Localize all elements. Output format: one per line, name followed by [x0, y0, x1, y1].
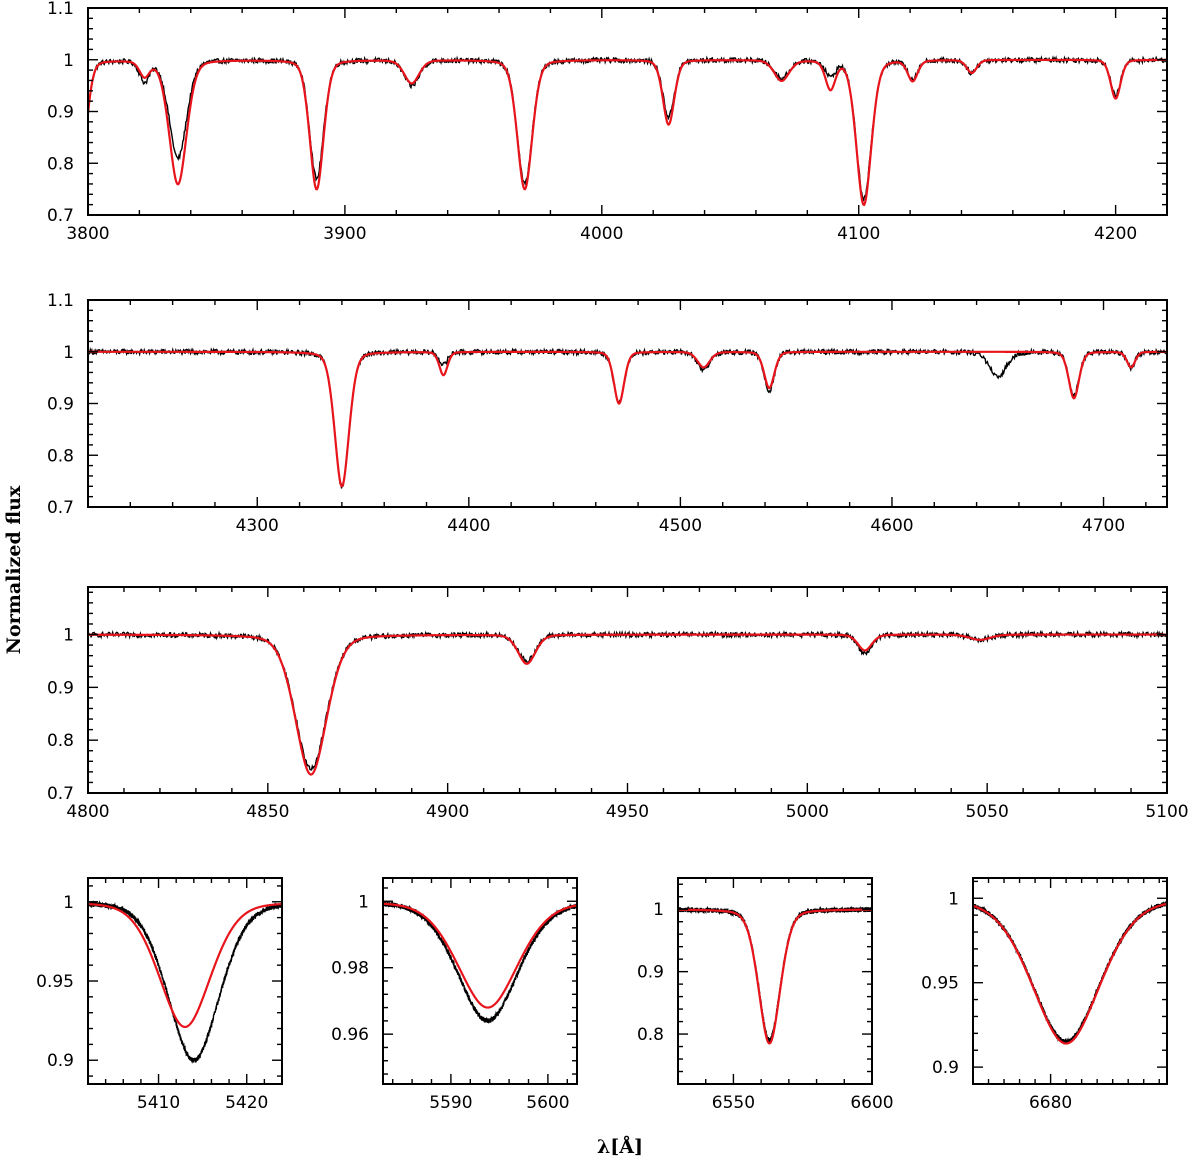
axes-frame	[87, 586, 1168, 794]
model-spectrum-line	[88, 58, 1167, 207]
y-tick-label: 0.9	[47, 1051, 74, 1071]
panel-5: 5590 5600 0.96 0.98 1	[331, 877, 578, 1113]
x-axis-title: λ[Å]	[597, 1135, 643, 1158]
x-tick-label: 4600	[870, 516, 913, 536]
x-tick-label: 5050	[966, 802, 1009, 822]
y-tick-label: 0.7	[47, 206, 74, 226]
x-tick-label: 5410	[137, 1093, 180, 1113]
y-tick-label: 1.1	[47, 291, 74, 311]
model-spectrum-line	[383, 902, 577, 1009]
y-tick-label: 1	[63, 626, 74, 646]
model-spectrum-line	[88, 350, 1167, 488]
x-tick-label: 3900	[323, 224, 366, 244]
x-tick-label: 3800	[66, 224, 109, 244]
y-tick-label: 0.8	[637, 1025, 664, 1045]
y-tick-label: 1.1	[47, 0, 74, 19]
model-spectrum-line	[88, 633, 1167, 776]
x-tick-label: 4500	[659, 516, 702, 536]
y-tick-label: 1	[653, 900, 664, 920]
axes-frame	[87, 7, 1168, 216]
x-tick-label: 5590	[429, 1093, 472, 1113]
x-tick-label: 4800	[66, 802, 109, 822]
panel-1: 3800 3900 4000 4100 4200 0.7 0.8 0.9 1 1.1	[47, 0, 1168, 244]
axes-frame	[677, 877, 873, 1085]
x-tick-label: 6680	[1029, 1093, 1072, 1113]
y-tick-label: 0.95	[36, 972, 74, 992]
x-tick-label: 6600	[850, 1093, 893, 1113]
y-tick-label: 1	[948, 889, 959, 909]
y-tick-label: 0.9	[47, 103, 74, 123]
x-tick-label: 4850	[246, 802, 289, 822]
panels-group: 3800 3900 4000 4100 4200 0.7 0.8 0.9 1 1.1 4300 440…	[36, 0, 1188, 1113]
observed-spectrum-line	[973, 900, 1167, 1045]
y-tick-label: 0.8	[47, 154, 74, 174]
x-tick-label: 4200	[1094, 224, 1137, 244]
x-tick-label: 5420	[225, 1093, 268, 1113]
observed-spectrum-line	[88, 629, 1167, 771]
y-axis-title: Normalized flux	[3, 485, 25, 654]
model-spectrum-line	[973, 902, 1167, 1045]
y-tick-label: 0.9	[637, 963, 664, 983]
y-tick-label: 0.98	[331, 959, 369, 979]
y-tick-label: 0.96	[331, 1025, 369, 1045]
y-tick-label: 1	[358, 892, 369, 912]
x-tick-label: 5600	[526, 1093, 569, 1113]
x-tick-label: 4700	[1082, 516, 1125, 536]
y-tick-label: 0.7	[47, 498, 74, 518]
panel-7: 6680 0.9 0.95 1	[921, 877, 1168, 1113]
x-tick-label: 5000	[786, 802, 829, 822]
observed-spectrum-line	[88, 55, 1167, 202]
x-tick-label: 4950	[606, 802, 649, 822]
y-tick-label: 0.9	[47, 678, 74, 698]
y-tick-label: 0.9	[932, 1058, 959, 1078]
axes-frame	[972, 877, 1168, 1085]
x-tick-label: 4400	[447, 516, 490, 536]
panel-3: 4800 4850 4900 4950 5000 5050 5100 0.7 0.8 0.9 1	[47, 586, 1189, 822]
y-tick-label: 0.9	[47, 395, 74, 415]
y-tick-label: 0.8	[47, 446, 74, 466]
y-tick-label: 1	[63, 51, 74, 71]
y-tick-label: 1	[63, 893, 74, 913]
model-spectrum-line	[88, 902, 282, 1029]
x-tick-label: 4000	[580, 224, 623, 244]
x-tick-label: 4300	[236, 516, 279, 536]
x-tick-label: 6550	[712, 1093, 755, 1113]
x-tick-label: 5100	[1145, 802, 1188, 822]
model-spectrum-line	[678, 908, 872, 1045]
panel-4: 5410 5420 0.9 0.95 1	[36, 877, 283, 1113]
y-tick-label: 0.7	[47, 784, 74, 804]
x-tick-label: 4100	[837, 224, 880, 244]
observed-spectrum-line	[88, 900, 282, 1064]
axes-frame	[87, 299, 1168, 508]
y-tick-label: 0.8	[47, 731, 74, 751]
y-tick-label: 0.95	[921, 974, 959, 994]
panel-2: 4300 4400 4500 4600 4700 0.7 0.8 0.9 1 1.1	[47, 291, 1168, 536]
x-tick-label: 4900	[426, 802, 469, 822]
panel-6: 6550 6600 0.8 0.9 1	[637, 877, 894, 1113]
y-tick-label: 1	[63, 343, 74, 363]
